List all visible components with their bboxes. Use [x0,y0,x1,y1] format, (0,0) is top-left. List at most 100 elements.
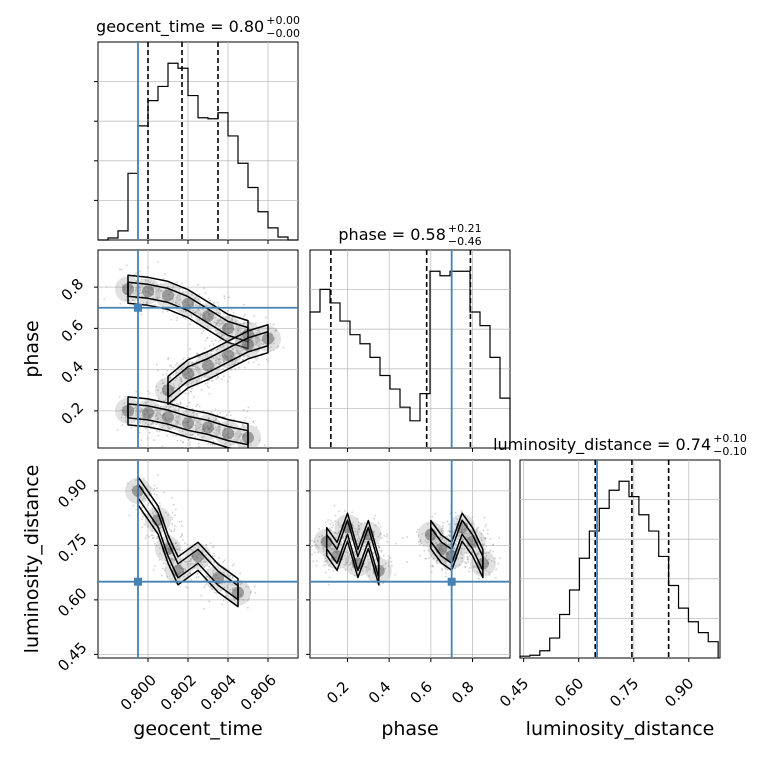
sample-point [248,341,250,344]
sample-point [208,379,210,382]
sample-point [452,550,455,553]
sample-point [350,568,353,571]
sample-point [197,412,199,415]
sample-point [233,353,236,355]
y-tick-label: 0.4 [58,357,88,387]
sample-point [200,569,203,572]
sample-point [357,542,359,545]
sample-point [356,517,359,520]
sample-point [378,546,381,549]
sample-point [210,423,212,425]
sample-point [172,387,175,389]
sample-point [462,538,465,541]
sample-point [165,406,168,408]
sample-point [105,285,108,288]
title-main: geocent_time = 0.80 [96,17,264,37]
sample-point [337,531,340,534]
sample-point [230,368,233,371]
sample-point [316,545,319,548]
sample-point [187,424,190,427]
sample-point [254,322,257,325]
sample-point [224,416,226,418]
sample-point [463,532,466,535]
sample-point [443,561,446,564]
sample-point [181,291,184,294]
sample-point [243,355,245,358]
sample-point [167,427,170,430]
sample-point [145,402,147,404]
sample-point [208,428,211,430]
sample-point [232,351,235,354]
sample-point [144,537,147,540]
sample-point [260,342,263,345]
sample-point [176,420,178,423]
sample-point [379,525,382,528]
sample-point [162,382,165,384]
sample-point [449,535,451,538]
sample-point [233,363,236,366]
sample-point [231,348,234,351]
sample-point [476,571,479,573]
sample-point [205,373,208,376]
sample-point [216,452,218,454]
sample-point [208,392,211,395]
sample-point [231,588,234,591]
sample-point [226,316,229,319]
sample-point [156,430,159,432]
sample-point [242,348,245,351]
sample-point [193,365,196,368]
sample-point [195,427,198,430]
sample-point [468,533,471,535]
sample-point [140,408,143,411]
sample-point [485,523,488,526]
x-tick-label: 0.806 [237,671,280,714]
sample-point [208,576,211,579]
sample-point [440,528,443,531]
sample-point [460,530,463,533]
sample-point [243,337,246,340]
sample-point [142,495,145,498]
sample-point [466,523,468,525]
sample-point [382,568,385,571]
sample-point [259,339,261,341]
sample-point [204,584,207,586]
sample-point [247,599,249,602]
sample-point [430,571,433,573]
sample-point [330,559,333,561]
sample-point [166,576,169,578]
sample-point [188,304,191,307]
sample-point [482,544,485,547]
sample-point [202,557,205,560]
sample-point [194,429,197,432]
sample-point [187,362,189,365]
sample-point [160,289,163,292]
sample-point [176,421,178,424]
sample-point [468,567,471,569]
sample-point [382,582,384,585]
sample-point [170,365,173,367]
sample-point [211,588,213,591]
sample-point [240,343,243,346]
sample-point [311,553,313,556]
sample-point [332,524,335,527]
sample-point [166,285,169,288]
sample-point [269,322,272,325]
sample-point [188,375,191,378]
sample-point [460,548,463,550]
sample-point [386,533,389,536]
sample-point [472,566,475,569]
sample-point [197,298,200,301]
sample-point [174,542,177,545]
sample-point [229,443,232,446]
sample-point [140,292,143,295]
sample-point [196,380,198,383]
sample-point [236,350,238,353]
sample-point [224,329,226,331]
sample-point [219,358,221,361]
sample-point [246,354,249,357]
sample-point [173,528,176,530]
sample-point [242,424,244,427]
sample-point [210,354,213,357]
sample-point [190,555,193,558]
sample-point [226,356,229,359]
